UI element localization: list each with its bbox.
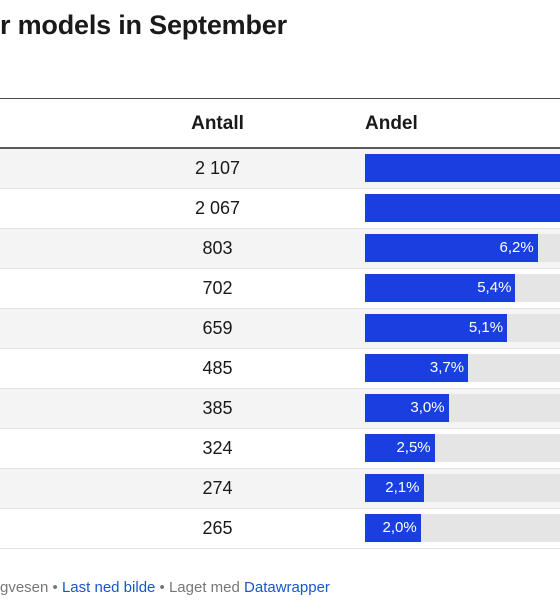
footer-separator: • (155, 579, 169, 596)
column-header-antall: Antall (191, 113, 244, 134)
antall-value: 2 067 (194, 198, 241, 218)
table-body: 2 107 2 067 803 6,2% 702 5,4% 659 5,1% 485 3,7% 38… (0, 149, 560, 549)
andel-bar-track: 3,7% (365, 354, 560, 382)
andel-bar-track: 2,5% (365, 434, 560, 462)
datawrapper-link[interactable]: Datawrapper (244, 579, 330, 596)
andel-label: 3,7% (429, 359, 465, 376)
andel-label: 5,4% (477, 279, 512, 296)
andel-label: 2,5% (396, 439, 431, 456)
andel-label: 6,2% (499, 239, 534, 256)
andel-label: 2,0% (382, 519, 417, 536)
andel-label: 5,1% (468, 319, 504, 336)
header-divider (0, 147, 560, 149)
chart-title: r models in September (0, 10, 287, 40)
table-row: 702 5,4% (0, 269, 560, 309)
table-row: 324 2,5% (0, 429, 560, 469)
andel-bar (365, 194, 560, 222)
table-header: Antall Andel (0, 99, 560, 149)
andel-bar: 2,5% (365, 434, 435, 462)
andel-bar: 5,4% (365, 274, 516, 302)
antall-value: 324 (202, 438, 233, 458)
andel-bar: 5,1% (365, 314, 508, 342)
table-row: 265 2,0% (0, 509, 560, 549)
footer-source: gvesen (0, 579, 49, 596)
antall-value: 274 (202, 478, 233, 498)
andel-bar-track: 2,0% (365, 514, 560, 542)
antall-value: 485 (202, 358, 233, 378)
andel-label: 3,0% (410, 399, 445, 416)
andel-bar: 2,1% (365, 474, 424, 502)
column-header-andel: Andel (365, 113, 418, 134)
table-top-rule (0, 98, 560, 99)
chart-footer: gvesen • Last ned bilde • Laget med Data… (0, 579, 330, 596)
table-row: 2 067 (0, 189, 560, 229)
andel-bar: 3,7% (365, 354, 469, 382)
antall-value: 265 (202, 518, 233, 538)
antall-value: 702 (202, 278, 233, 298)
made-with-text: Laget med (168, 579, 240, 596)
andel-bar-track: 2,1% (365, 474, 560, 502)
table-row: 274 2,1% (0, 469, 560, 509)
andel-bar-track: 6,2% (365, 234, 560, 262)
data-table: Antall Andel 2 107 2 067 803 6,2% 702 5,4% 659… (0, 98, 560, 549)
antall-value: 2 107 (194, 158, 241, 178)
andel-bar-track: 5,1% (365, 314, 560, 342)
table-row: 2 107 (0, 149, 560, 189)
andel-bar-track: 3,0% (365, 394, 560, 422)
andel-bar: 6,2% (365, 234, 538, 262)
andel-label: 2,1% (385, 479, 420, 496)
download-image-link[interactable]: Last ned bilde (61, 579, 156, 596)
antall-value: 385 (202, 398, 233, 418)
andel-bar-track (365, 194, 560, 222)
andel-bar: 2,0% (365, 514, 421, 542)
andel-bar: 3,0% (365, 394, 449, 422)
table-row: 659 5,1% (0, 309, 560, 349)
andel-bar (365, 154, 560, 182)
footer-separator: • (48, 579, 62, 596)
antall-value: 659 (202, 318, 233, 338)
table-row: 485 3,7% (0, 349, 560, 389)
andel-bar-track: 5,4% (365, 274, 560, 302)
table-row: 385 3,0% (0, 389, 560, 429)
table-row: 803 6,2% (0, 229, 560, 269)
andel-bar-track (365, 154, 560, 182)
antall-value: 803 (202, 238, 233, 258)
